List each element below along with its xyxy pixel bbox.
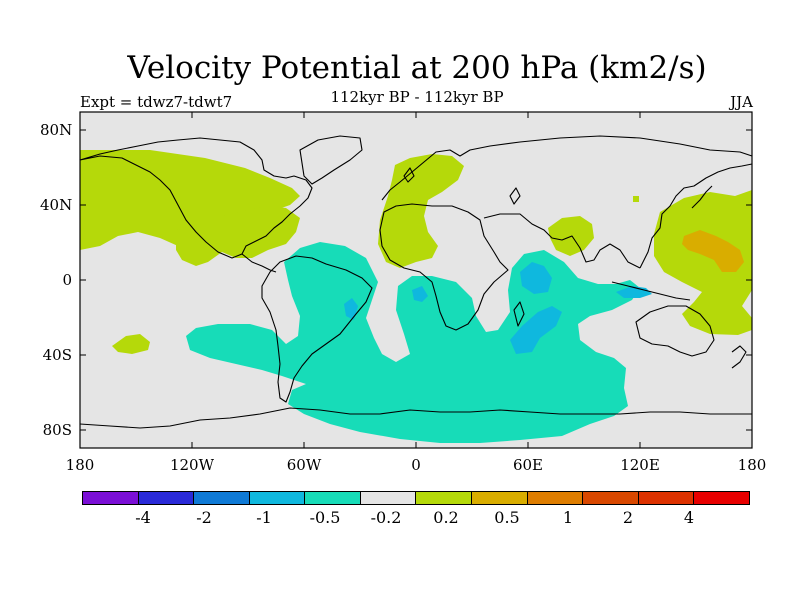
coast-new-zealand [731,345,747,369]
y-tick-40s: 40S [42,346,72,364]
coast-australia [635,305,715,357]
coast-east-asia [639,163,753,269]
colorbar-swatch [83,492,139,504]
season-label: JJA [730,93,753,111]
negative-strong-regions [344,262,652,354]
colorbar-swatch [249,492,306,504]
contour-brazil-core [344,298,358,320]
y-tick-0: 0 [62,271,72,289]
experiment-label: Expt = tdwz7-tdwt7 [80,93,233,111]
contour-west-pacific-core [682,230,744,272]
colorbar-label: 4 [683,508,695,527]
contour-north-pacific [80,150,300,250]
colorbar-swatch [472,492,528,504]
colorbar-label: -4 [135,508,151,527]
coast-madagascar [513,301,525,327]
map-area [79,111,753,449]
colorbar-swatch [527,492,584,504]
coast-antarctica [79,407,752,429]
y-tick-80s: 80S [42,421,72,439]
x-tick-60e: 60E [512,456,544,474]
x-tick-0: 0 [411,456,421,474]
y-tick-80n: 80N [40,121,73,139]
contour-west-pacific [654,190,752,335]
contour-indian-ocean-core [520,262,552,294]
coast-greenland [299,135,363,185]
x-tick-120e: 120E [620,456,660,474]
colorbar-label: 1 [562,508,574,527]
coast-uk [403,167,415,183]
coast-south-america [261,255,373,403]
x-tick-120w: 120W [169,456,215,474]
contour-southern-ocean [186,242,640,443]
colorbar-label: 0.2 [433,508,459,527]
colorbar-swatch [638,492,695,504]
colorbar-label: 0.5 [494,508,520,527]
colorbar-swatch [583,492,639,504]
colorbar-label: -1 [256,508,272,527]
x-tick-180-east: 180 [737,456,767,474]
colorbar-swatch [416,492,473,504]
positive-strong-regions [682,230,744,272]
positive-regions [80,150,752,354]
coast-africa [379,203,509,331]
colorbar-label: 2 [622,508,634,527]
colorbar-swatch [694,492,749,504]
x-tick-180-west: 180 [65,456,95,474]
contour-south-pacific [112,334,150,354]
axis-ticks [79,112,753,448]
colorbar-swatch [360,492,417,504]
coast-japan [691,185,713,209]
coast-north-america [79,137,313,259]
colorbar-swatch [194,492,250,504]
chart-title: Velocity Potential at 200 hPa (km2/s) [127,50,707,86]
coastlines [79,135,753,429]
colorbar-swatch [138,492,195,504]
x-tick-60w: 60W [286,456,322,474]
negative-regions [186,242,640,443]
colorbar [82,491,750,505]
colorbar-swatch [305,492,361,504]
contour-mexico-gulf [176,206,300,266]
contour-dot [633,196,639,202]
colorbar-label: -0.5 [309,508,341,527]
coast-indonesia [611,281,691,301]
coast-europe [381,135,753,201]
coast-caspian [509,187,521,205]
colorbar-label: -0.2 [370,508,402,527]
contour-south-indian-core [510,306,562,354]
y-tick-40n: 40N [40,196,73,214]
colorbar-label: -2 [196,508,212,527]
contour-indonesia-core [616,286,652,298]
contour-atlantic-core [412,286,428,302]
coast-arabia-india [483,213,641,269]
chart-subtitle: 112kyr BP - 112kyr BP [330,88,504,106]
